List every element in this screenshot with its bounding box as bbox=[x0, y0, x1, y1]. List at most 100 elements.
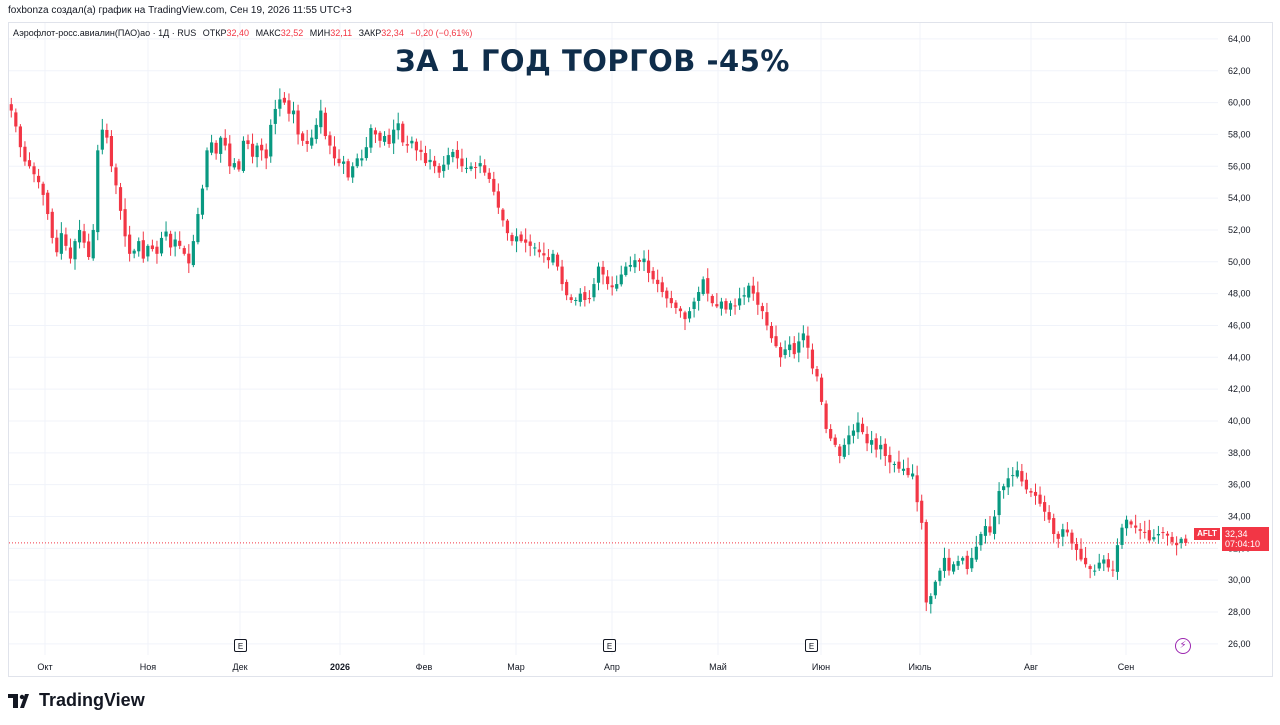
candle-body bbox=[1165, 533, 1170, 536]
candle-body bbox=[423, 153, 428, 164]
x-tick-label: Авг bbox=[1024, 662, 1039, 672]
candle-body bbox=[260, 144, 264, 151]
candle-body bbox=[469, 166, 473, 170]
candle-body bbox=[783, 349, 787, 355]
candle-body bbox=[601, 266, 605, 275]
candle-body bbox=[478, 163, 482, 167]
candle-body bbox=[829, 428, 833, 439]
candle-body bbox=[364, 147, 368, 159]
candle-body bbox=[305, 140, 309, 144]
candle-body bbox=[59, 233, 63, 254]
candle-body bbox=[1120, 527, 1124, 545]
x-tick-label: Окт bbox=[37, 662, 52, 672]
candle-body bbox=[36, 175, 41, 183]
candle-body bbox=[378, 132, 382, 141]
candle-body bbox=[883, 443, 887, 457]
candle-body bbox=[619, 274, 623, 285]
candle-body bbox=[282, 97, 286, 103]
candle-body bbox=[214, 142, 218, 154]
candle-body bbox=[55, 237, 59, 253]
candle-body bbox=[1088, 566, 1092, 570]
candle-body bbox=[683, 312, 687, 320]
earnings-event-marker[interactable]: E bbox=[234, 639, 247, 652]
candle-body bbox=[1147, 530, 1151, 541]
candle-body bbox=[1002, 486, 1006, 491]
candle-body bbox=[815, 369, 819, 377]
last-price-value: 32,34 bbox=[1225, 529, 1248, 539]
candle-body bbox=[64, 234, 68, 246]
candle-body bbox=[988, 526, 992, 533]
earnings-event-marker[interactable]: E bbox=[603, 639, 616, 652]
candle-body bbox=[906, 467, 910, 476]
candle-body bbox=[296, 110, 300, 135]
candle-body bbox=[237, 161, 241, 170]
candle-body bbox=[519, 234, 523, 242]
candle-body bbox=[879, 444, 883, 450]
candle-body bbox=[1011, 475, 1015, 477]
candle-body bbox=[1038, 494, 1042, 504]
candle-body bbox=[1074, 543, 1079, 550]
candle-body bbox=[341, 161, 346, 164]
candle-body bbox=[642, 258, 646, 263]
candle-body bbox=[542, 253, 546, 256]
candle-body bbox=[410, 140, 414, 144]
low-label: МИН bbox=[309, 28, 331, 38]
candle-body bbox=[114, 167, 118, 186]
earnings-event-marker[interactable]: E bbox=[805, 639, 818, 652]
candle-body bbox=[414, 141, 419, 151]
candle-body bbox=[842, 444, 846, 457]
open-label: ОТКР bbox=[202, 28, 227, 38]
y-tick-label: 56,00 bbox=[1228, 161, 1251, 171]
candle-body bbox=[1138, 529, 1142, 531]
y-tick-label: 30,00 bbox=[1228, 575, 1251, 585]
candle-body bbox=[1052, 518, 1056, 535]
tradingview-logo[interactable]: TradingView bbox=[8, 690, 145, 711]
x-tick-label: 2026 bbox=[330, 662, 350, 672]
candle-body bbox=[710, 295, 714, 304]
chart-attribution-header: foxbonza создал(а) график на TradingView… bbox=[8, 5, 352, 16]
candle-body bbox=[9, 104, 13, 111]
candle-body bbox=[492, 178, 496, 192]
candle-body bbox=[483, 165, 487, 173]
candle-body bbox=[633, 260, 637, 268]
candle-body bbox=[1143, 531, 1147, 533]
candle-body bbox=[1033, 491, 1038, 496]
candle-body bbox=[1161, 532, 1165, 534]
candle-body bbox=[433, 160, 437, 167]
candle-body bbox=[947, 557, 951, 571]
candle-body bbox=[1106, 559, 1110, 568]
candle-body bbox=[487, 172, 491, 180]
candle-body bbox=[505, 220, 510, 234]
candle-body bbox=[196, 214, 200, 243]
candle-body bbox=[938, 570, 942, 582]
candle-body bbox=[1079, 548, 1083, 560]
y-tick-label: 62,00 bbox=[1228, 66, 1251, 76]
candle-body bbox=[1102, 559, 1106, 564]
y-tick-label: 52,00 bbox=[1228, 225, 1251, 235]
candle-body bbox=[200, 188, 205, 215]
candle-body bbox=[628, 264, 632, 267]
candle-body bbox=[451, 151, 455, 158]
candle-body bbox=[1006, 478, 1010, 488]
candle-body bbox=[1111, 569, 1115, 571]
candle-body bbox=[46, 192, 50, 215]
candle-body bbox=[369, 128, 373, 148]
candle-body bbox=[738, 298, 742, 306]
candle-body bbox=[951, 564, 956, 572]
candle-body bbox=[687, 311, 692, 319]
candle-body bbox=[979, 534, 983, 546]
x-tick-label: Июль bbox=[909, 662, 932, 672]
candle-body bbox=[797, 341, 801, 353]
x-tick-label: Дек bbox=[232, 662, 247, 672]
candle-body bbox=[1170, 536, 1174, 542]
candle-body bbox=[1156, 534, 1161, 536]
lightning-icon[interactable]: ⚡ bbox=[1175, 638, 1191, 654]
y-tick-label: 36,00 bbox=[1228, 480, 1251, 490]
y-tick-label: 54,00 bbox=[1228, 193, 1251, 203]
chart-frame[interactable] bbox=[8, 22, 1273, 677]
symbol-name[interactable]: Аэрофлот-росс.авиалин(ПАО)ао · 1Д · RUS bbox=[13, 28, 197, 38]
candle-body bbox=[997, 491, 1001, 516]
candle-body bbox=[68, 247, 73, 259]
candle-body bbox=[569, 297, 573, 300]
